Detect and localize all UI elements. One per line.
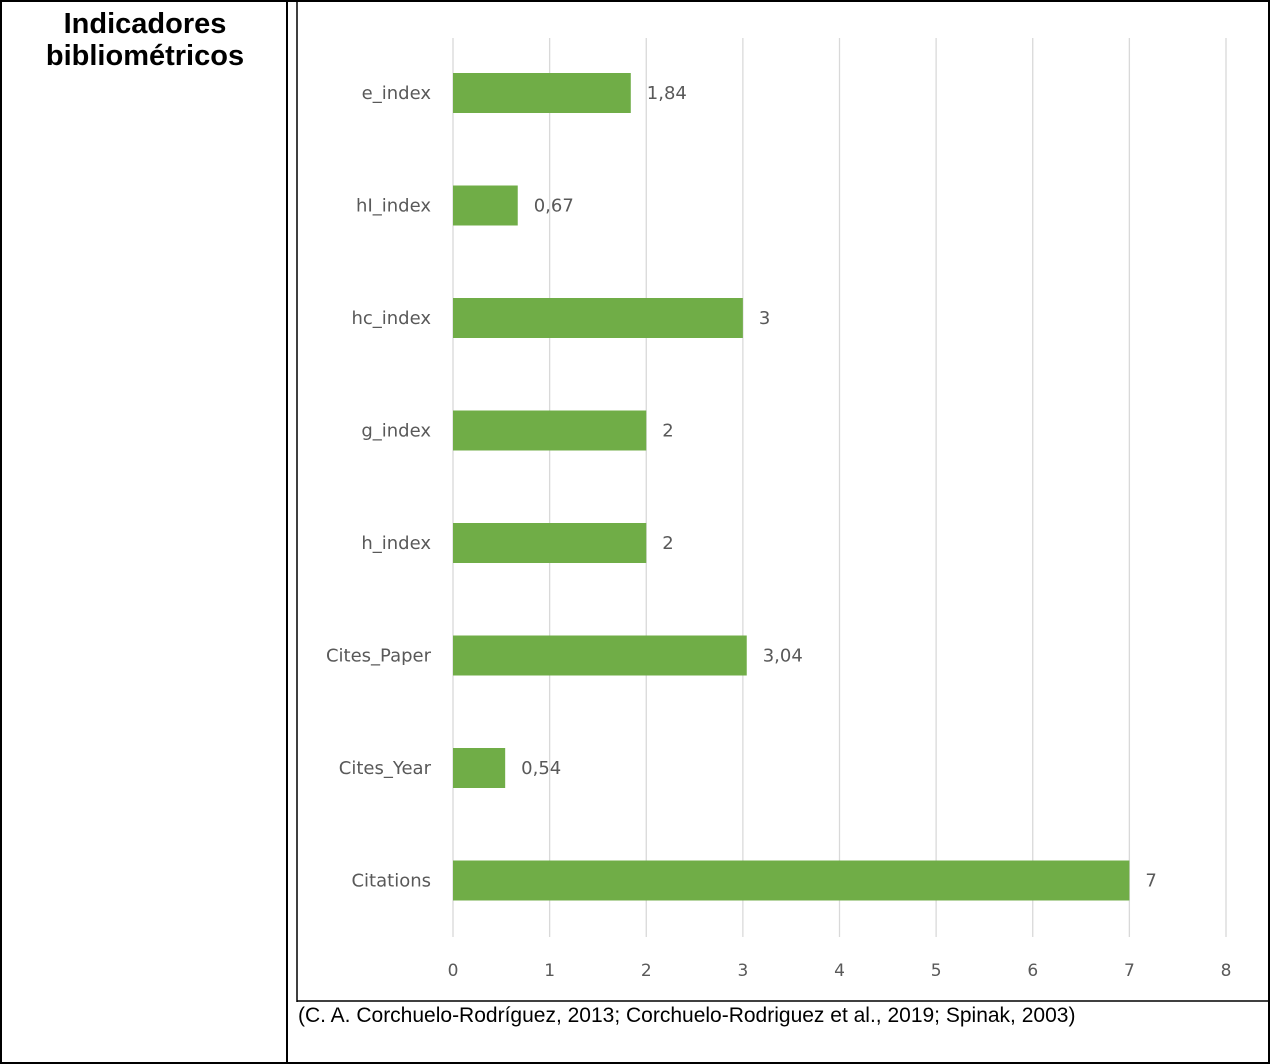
category-label: Cites_Paper bbox=[326, 646, 432, 667]
category-label: hI_index bbox=[356, 196, 431, 217]
data-label: 0,67 bbox=[534, 196, 574, 217]
x-tick-label: 7 bbox=[1124, 961, 1135, 981]
x-tick-labels: 0 1 2 3 4 5 6 7 8 bbox=[448, 961, 1232, 981]
category-label: e_index bbox=[362, 83, 432, 104]
data-label: 7 bbox=[1145, 871, 1156, 892]
gridlines bbox=[452, 38, 1227, 937]
category-labels: e_index hI_index hc_index g_index h_index Cit… bbox=[326, 83, 432, 892]
bars bbox=[453, 73, 1130, 901]
data-label: 2 bbox=[662, 533, 673, 554]
data-label: 3 bbox=[759, 308, 770, 329]
bar-Citations bbox=[453, 860, 1130, 901]
bar-Cites_Paper bbox=[453, 635, 747, 676]
category-label: g_index bbox=[361, 421, 431, 442]
bar-h_index bbox=[453, 523, 647, 563]
bar-chart: e_index hI_index hc_index g_index h_index Cit… bbox=[326, 38, 1232, 981]
category-label: Citations bbox=[351, 871, 431, 892]
category-label: Cites_Year bbox=[339, 758, 432, 779]
bar-g_index bbox=[453, 410, 647, 451]
data-label: 0,54 bbox=[521, 758, 561, 779]
x-tick-label: 0 bbox=[448, 961, 459, 981]
data-label: 1,84 bbox=[647, 83, 687, 104]
x-tick-label: 8 bbox=[1221, 961, 1232, 981]
bar-e_index bbox=[453, 73, 631, 113]
x-tick-label: 6 bbox=[1027, 961, 1038, 981]
data-label: 3,04 bbox=[763, 646, 803, 667]
data-label: 2 bbox=[662, 421, 673, 442]
x-tick-label: 2 bbox=[641, 961, 652, 981]
source-citation: (C. A. Corchuelo-Rodríguez, 2013; Corchu… bbox=[298, 1004, 1076, 1027]
bar-hc_index bbox=[453, 298, 743, 338]
x-tick-label: 4 bbox=[834, 961, 845, 981]
category-label: h_index bbox=[361, 533, 431, 554]
bar-hI_index bbox=[453, 185, 518, 226]
x-tick-label: 5 bbox=[931, 961, 942, 981]
x-tick-label: 1 bbox=[544, 961, 555, 981]
row-header-title: Indicadores bibliométricos bbox=[45, 8, 245, 72]
category-label: hc_index bbox=[351, 308, 431, 329]
bar-Cites_Year bbox=[453, 748, 506, 788]
x-tick-label: 3 bbox=[737, 961, 748, 981]
data-labels: 1,84 0,67 3 2 2 3,04 0,54 7 bbox=[521, 83, 1157, 892]
